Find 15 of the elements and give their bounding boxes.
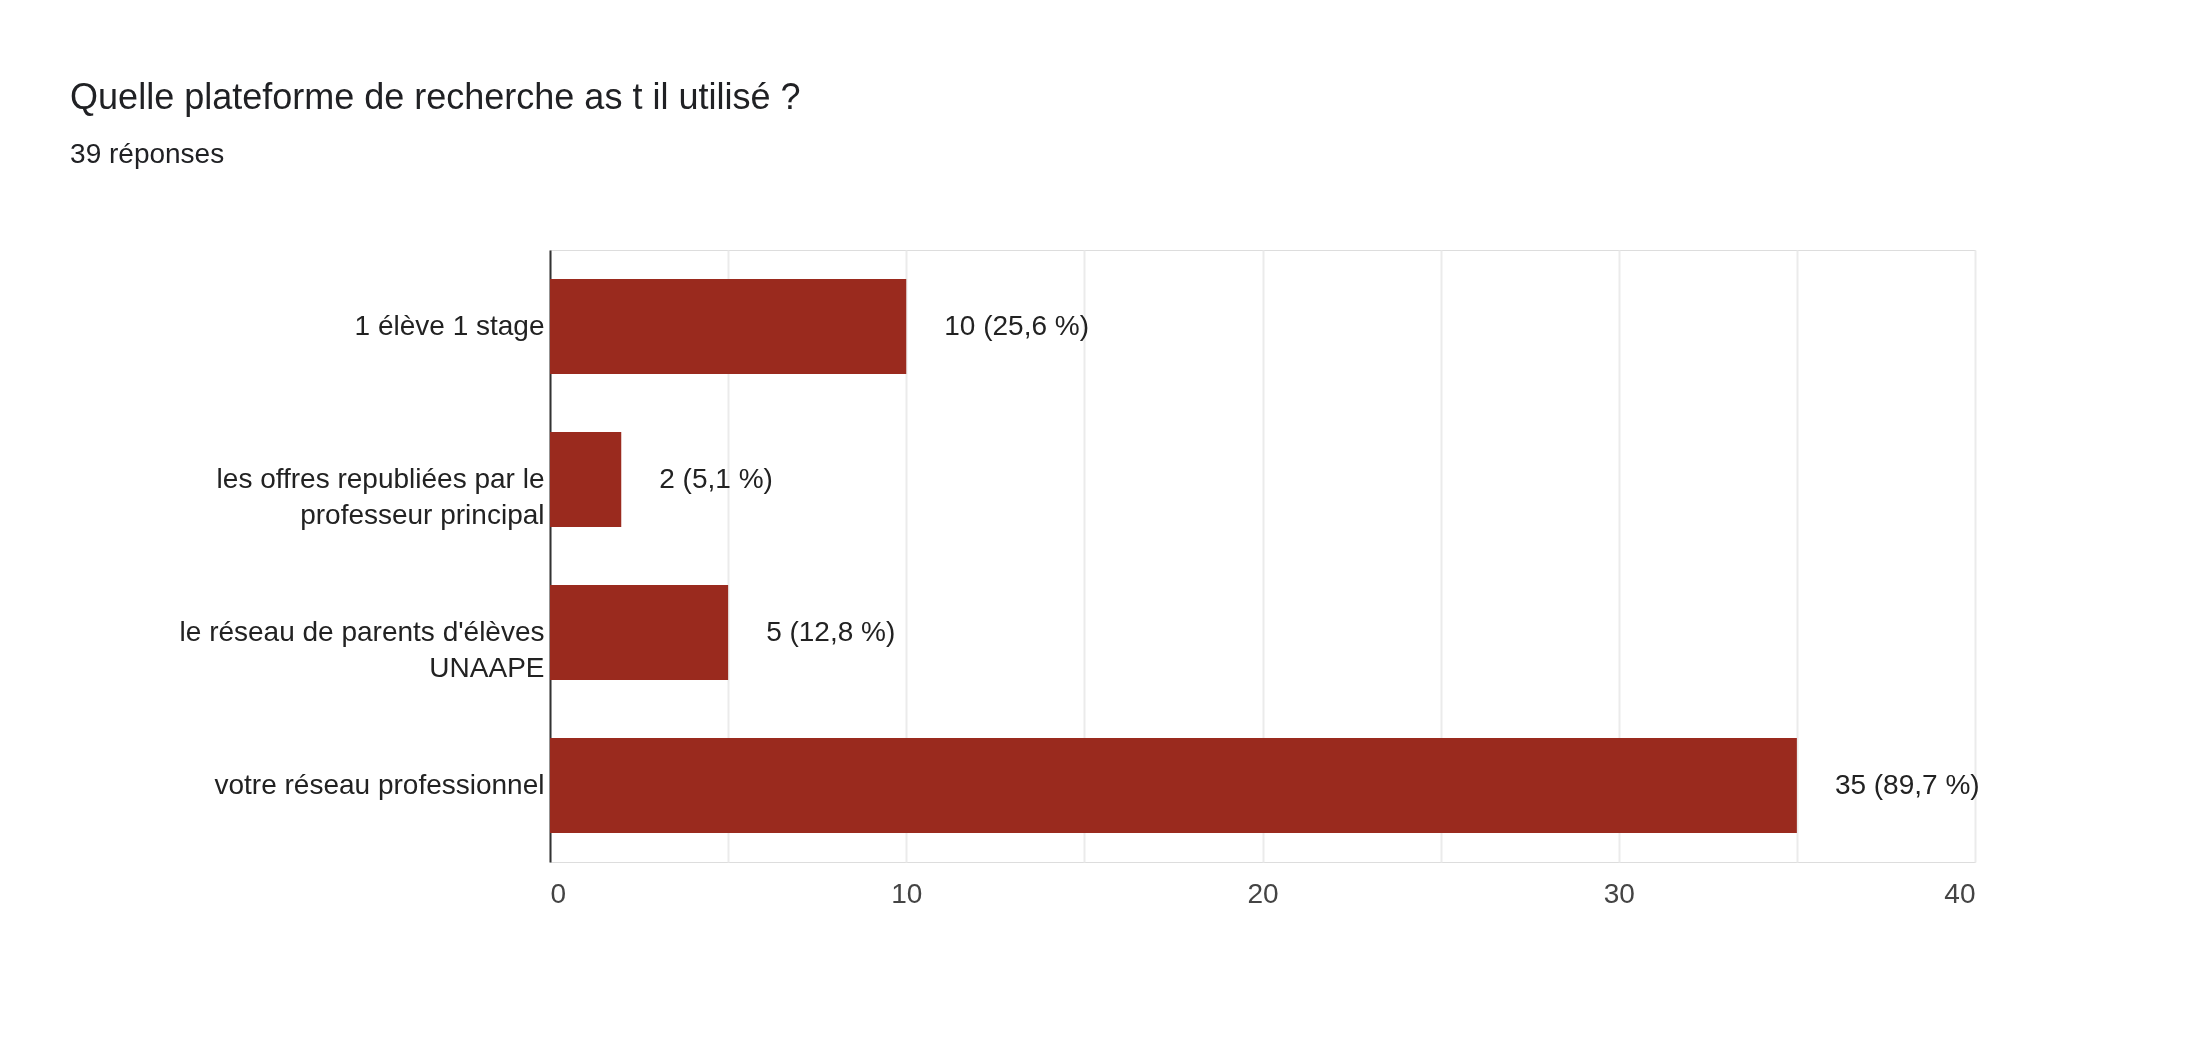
x-tick-label: 0	[550, 877, 567, 909]
x-tick-label: 10	[891, 877, 923, 909]
data-label: 10 (25,6 %)	[944, 309, 1089, 341]
y-tick-label: les offres republiées par le professeur principal	[216, 462, 545, 530]
data-label: 2 (5,1 %)	[659, 462, 773, 494]
data-label: 5 (12,8 %)	[766, 615, 896, 647]
text: 39 réponses	[70, 138, 225, 169]
x-tick-label: 20	[1247, 877, 1279, 909]
data-label: 35 (89,7 %)	[1834, 768, 1980, 800]
y-tick-label: 1 élève 1 stage	[354, 309, 545, 341]
y-tick-label: le réseau de parents d'élèves UNAAPE	[179, 615, 545, 683]
y-tick-label: votre réseau professionnel	[214, 768, 545, 800]
chart-title: Quelle plateforme de recherche as t il utilisé ?	[70, 76, 801, 117]
x-tick-label: 40	[1944, 877, 1976, 909]
x-tick-label: 30	[1603, 877, 1635, 909]
